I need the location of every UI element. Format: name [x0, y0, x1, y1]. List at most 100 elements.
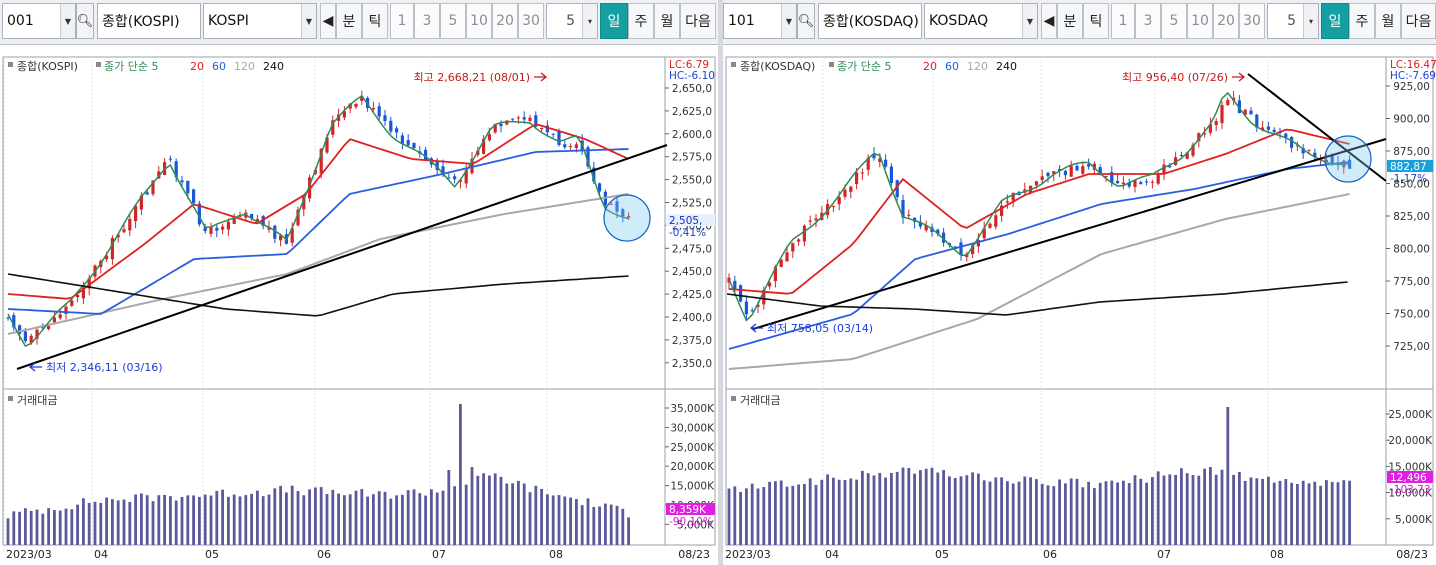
candle-body: [545, 125, 549, 133]
chevron-down-icon[interactable]: ▾: [582, 4, 597, 38]
period-10[interactable]: 10: [466, 3, 492, 39]
next-button[interactable]: 다음: [680, 3, 716, 39]
candle-body: [837, 197, 841, 205]
price-tick-label: 875,00: [1393, 146, 1430, 158]
period-month[interactable]: 월: [1375, 3, 1401, 39]
volume-tick-label: 15,000K: [670, 481, 715, 493]
volume-bar: [1110, 480, 1114, 545]
volume-bar: [1330, 481, 1334, 545]
prev-arrow-button[interactable]: ◀: [320, 3, 336, 39]
period-week[interactable]: 주: [1349, 3, 1375, 39]
period-1[interactable]: 1: [390, 3, 414, 39]
market-select[interactable]: KOSPI ▼: [203, 3, 317, 39]
x-axis-label: 05: [205, 548, 219, 561]
lc-label: LC:16.47: [1390, 59, 1436, 71]
volume-bar: [1307, 483, 1311, 545]
volume-bar: [1006, 481, 1009, 545]
candle-body: [953, 246, 957, 248]
volume-bar: [1214, 474, 1218, 545]
period-20[interactable]: 20: [492, 3, 518, 39]
volume-bar: [372, 494, 375, 545]
period-10[interactable]: 10: [1187, 3, 1213, 39]
trend-line: [752, 138, 1387, 330]
index-name-field[interactable]: 종합(KOSPI): [97, 3, 201, 39]
chevron-down-icon[interactable]: ▼: [1022, 4, 1037, 38]
period-30[interactable]: 30: [1239, 3, 1265, 39]
next-button[interactable]: 다음: [1401, 3, 1436, 39]
candle-body: [866, 157, 870, 170]
period-tick[interactable]: 틱: [1083, 3, 1109, 39]
candle-body: [203, 227, 207, 232]
chevron-down-icon[interactable]: ▼: [301, 4, 316, 38]
code-select[interactable]: 001 ▼: [2, 3, 76, 39]
market-text: KOSDAQ: [929, 13, 989, 29]
kospi-chart[interactable]: 종합(KOSPI) 종가 단순 5 20 60 120 240 LC:6.79HC:-6.1…: [0, 44, 718, 565]
trend-line: [1247, 73, 1387, 182]
index-name-field[interactable]: 종합(KOSDAQ): [818, 3, 922, 39]
volume-bar: [1139, 478, 1143, 545]
low-arrow-icon: [28, 362, 42, 372]
candle-body: [493, 123, 497, 133]
candle-body: [750, 310, 754, 312]
search-button[interactable]: 🔍︎: [797, 3, 815, 39]
period-5[interactable]: 5: [1161, 3, 1187, 39]
kosdaq-chart[interactable]: 종합(KOSDAQ) 종가 단순 5 20 60 120 240 LC:16.47HC:-7…: [723, 44, 1436, 565]
chevron-down-icon[interactable]: ▼: [781, 4, 796, 38]
candle-body: [116, 234, 120, 238]
period-30[interactable]: 30: [518, 3, 544, 39]
candle-body: [1284, 133, 1288, 138]
volume-bar: [238, 496, 242, 545]
prev-arrow-button[interactable]: ◀: [1041, 3, 1057, 39]
candle-body: [627, 215, 631, 218]
volume-bar: [733, 486, 737, 545]
legend-ma-60: 60: [212, 60, 226, 73]
period-3[interactable]: 3: [414, 3, 440, 39]
x-axis-label: 07: [432, 548, 446, 561]
candle-body: [988, 223, 992, 228]
search-button[interactable]: 🔍︎: [76, 3, 94, 39]
candle-body: [1249, 110, 1253, 115]
panel-divider[interactable]: [718, 0, 723, 565]
period-minute[interactable]: 분: [336, 3, 362, 39]
candle-body: [482, 138, 486, 154]
candle-body: [1330, 156, 1334, 165]
price-tick-label: 725,00: [1393, 341, 1430, 353]
candle-body: [849, 186, 853, 192]
market-select[interactable]: KOSDAQ ▼: [924, 3, 1038, 39]
volume-bar: [273, 488, 277, 545]
period-day[interactable]: 일: [600, 3, 628, 39]
count-select[interactable]: 5 ▾: [546, 3, 598, 39]
x-axis-label: 2023/03: [6, 548, 52, 561]
chevron-down-icon[interactable]: ▼: [60, 4, 75, 38]
period-5[interactable]: 5: [440, 3, 466, 39]
volume-bar: [401, 494, 404, 545]
candle-body: [511, 118, 515, 120]
candle-body: [1121, 182, 1125, 185]
candle-body: [319, 148, 323, 174]
volume-bar: [1035, 479, 1038, 545]
count-select[interactable]: 5 ▾: [1267, 3, 1319, 39]
period-minute[interactable]: 분: [1057, 3, 1083, 39]
candle-body: [238, 215, 242, 217]
chevron-down-icon[interactable]: ▾: [1303, 4, 1318, 38]
period-20[interactable]: 20: [1213, 3, 1239, 39]
candle-body: [901, 200, 905, 218]
period-day[interactable]: 일: [1321, 3, 1349, 39]
period-month[interactable]: 월: [654, 3, 680, 39]
candle-body: [1098, 167, 1102, 175]
volume-bar: [93, 501, 97, 545]
period-3[interactable]: 3: [1135, 3, 1161, 39]
period-1[interactable]: 1: [1111, 3, 1135, 39]
volume-bar: [1267, 476, 1270, 545]
period-week[interactable]: 주: [628, 3, 654, 39]
volume-bar: [924, 468, 928, 545]
current-price: 882,87: [1390, 161, 1427, 173]
candle-body: [331, 120, 335, 135]
volume-bar: [1249, 477, 1253, 545]
candle-body: [1220, 105, 1224, 124]
candle-body: [1104, 176, 1108, 178]
code-select[interactable]: 101 ▼: [723, 3, 797, 39]
volume-bar: [621, 508, 625, 545]
volume-bar: [1104, 481, 1108, 545]
period-tick[interactable]: 틱: [362, 3, 388, 39]
